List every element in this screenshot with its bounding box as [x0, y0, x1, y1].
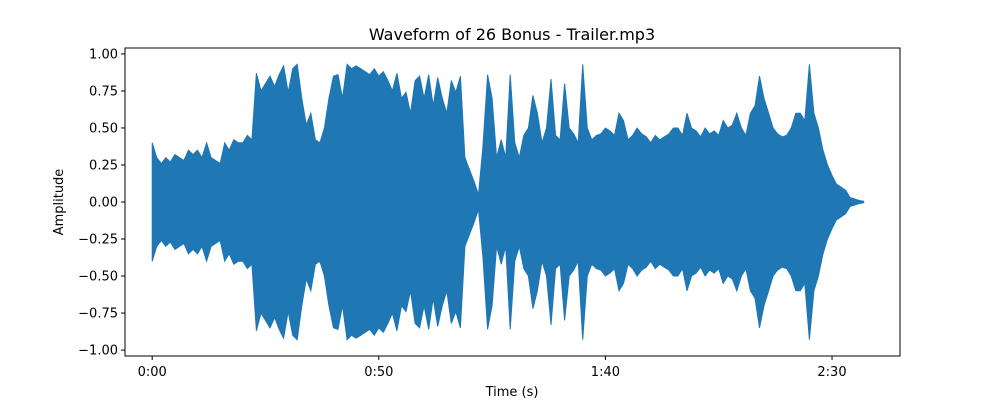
y-axis: 1.00 0.75 0.50 0.25 0.00 −0.25 −0.50 −0.75 −1.00 — [78, 47, 125, 359]
y-tick-label: −0.50 — [78, 270, 118, 285]
y-tick-label: −0.75 — [78, 307, 118, 322]
x-tick-label: 0:50 — [364, 365, 393, 380]
waveform-series — [151, 63, 865, 341]
y-tick-label: 1.00 — [89, 47, 118, 62]
x-tick-label: 2:30 — [817, 365, 846, 380]
y-tick-label: 0.75 — [89, 84, 118, 99]
waveform-envelope — [151, 63, 865, 341]
y-tick-label: 0.50 — [89, 121, 118, 136]
y-tick-label: 0.00 — [89, 196, 118, 211]
y-tick-label: −1.00 — [78, 344, 118, 359]
y-tick-label: 0.25 — [89, 158, 118, 173]
x-axis: 0:00 0:50 1:40 2:30 — [138, 356, 847, 380]
y-tick-label: −0.25 — [78, 233, 118, 248]
y-axis-label: Amplitude — [52, 169, 67, 236]
x-tick-label: 1:40 — [591, 365, 620, 380]
x-tick-label: 0:00 — [138, 365, 167, 380]
chart-title: Waveform of 26 Bonus - Trailer.mp3 — [369, 25, 655, 44]
x-axis-label: Time (s) — [485, 385, 539, 400]
